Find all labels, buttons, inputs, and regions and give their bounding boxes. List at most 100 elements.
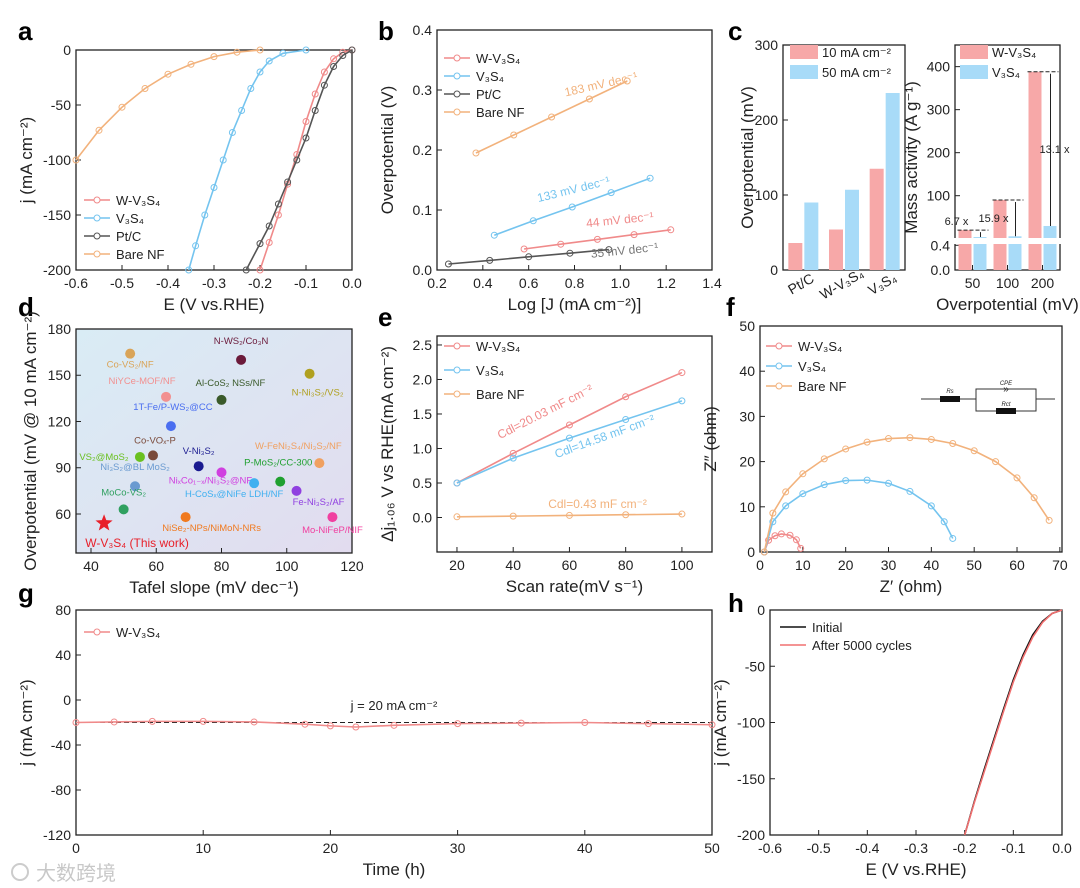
data-point <box>453 479 461 487</box>
y-tick-label: -200 <box>43 262 71 278</box>
data-point <box>622 416 630 424</box>
legend-label: W-V₃S₄ <box>476 339 520 354</box>
ratio-label: 13.1 x <box>1040 144 1070 156</box>
data-point <box>302 118 310 125</box>
panel-label-b: b <box>378 16 394 46</box>
data-point <box>302 46 310 54</box>
data-point <box>293 156 301 164</box>
bar <box>829 229 843 270</box>
data-point <box>940 518 948 526</box>
data-point <box>311 90 319 98</box>
x-tick-label: -0.5 <box>807 840 831 856</box>
cpe-label: CPE <box>1000 381 1013 387</box>
plot-frame <box>436 335 713 553</box>
bar <box>958 230 972 270</box>
x-axis-label: E (V vs.RHE) <box>163 295 264 314</box>
x-tick-label: 20 <box>838 557 854 573</box>
x-tick-label: 100 <box>275 558 299 574</box>
y-axis-label: Overpotential (mV @ 10 mA cm⁻²) <box>21 311 40 571</box>
scatter-point <box>327 512 338 523</box>
data-point <box>352 723 360 731</box>
data-point <box>646 174 654 182</box>
panel-label-h: h <box>728 588 744 618</box>
data-point <box>842 477 850 485</box>
data-point <box>141 85 149 92</box>
chart-h: -200 -150 -100 -50 0 -0.6 -0.5 -0.4 -0.3 -0.2 -0.1… <box>711 602 1072 879</box>
data-point <box>302 134 310 142</box>
x-axis-label: E (V vs.RHE) <box>865 860 966 879</box>
annotation: 44 mV dec⁻¹ <box>586 209 655 230</box>
data-point <box>520 245 528 253</box>
data-point <box>565 434 573 442</box>
y-tick-label: -200 <box>737 827 765 843</box>
y-tick-label: 0 <box>747 544 755 560</box>
series-line <box>523 229 671 250</box>
legend-marker <box>453 390 461 398</box>
panel-label-c: c <box>728 16 742 46</box>
legend-label: W-V₃S₄ <box>116 625 160 640</box>
data-point <box>265 222 273 230</box>
data-point <box>185 266 193 274</box>
axis-break <box>949 238 1066 244</box>
x-tick-label: 1.2 <box>656 275 676 291</box>
legend-marker <box>453 342 461 350</box>
data-point <box>568 203 576 211</box>
bar <box>788 243 803 270</box>
y-axis-label: Δj₁.₀₆ V vs RHE(mA cm⁻²) <box>378 346 397 542</box>
data-point <box>330 63 338 70</box>
legend-marker <box>775 362 783 370</box>
data-point <box>110 718 118 726</box>
data-point <box>622 511 630 519</box>
data-point <box>233 48 241 56</box>
scatter-point <box>125 348 136 359</box>
x-category-label: 200 <box>1031 275 1055 291</box>
x-category-label: V₃S₄ <box>865 269 899 298</box>
bar <box>885 93 900 270</box>
x-tick-label: -0.5 <box>110 275 134 291</box>
rct-label: Rct <box>1002 402 1011 408</box>
x-axis-label: Z′ (ohm) <box>880 577 943 596</box>
legend-marker <box>453 366 461 374</box>
scatter-point <box>216 394 227 405</box>
point-label: NiYCe-MOF/NF <box>109 376 176 387</box>
point-label: Co-VOₓ-P <box>134 435 176 446</box>
y-tick-label: -100 <box>43 152 71 168</box>
data-point <box>799 470 807 478</box>
y-axis-label: j (mA cm⁻²) <box>711 679 730 766</box>
data-point <box>949 534 957 542</box>
legend-label: After 5000 cycles <box>812 638 912 653</box>
data-point <box>201 211 209 219</box>
data-point <box>72 719 80 726</box>
plot-frame <box>759 325 1063 553</box>
point-label: W-V₃S₄ (This work) <box>85 536 189 550</box>
legend-label: W-V₃S₄ <box>116 193 160 208</box>
y-tick-label: -50 <box>51 97 71 113</box>
data-point <box>792 536 800 544</box>
data-point <box>630 231 638 239</box>
data-point <box>486 256 494 264</box>
legend-label: V₃S₄ <box>116 211 144 226</box>
data-point <box>509 449 517 457</box>
panel-label-a: a <box>18 16 33 46</box>
y-tick-label: 120 <box>48 413 72 429</box>
y-axis-label: Overpotential (mV) <box>738 86 757 229</box>
x-tick-label: 40 <box>83 558 99 574</box>
point-label: H-CoSₓ@NiFe LDH/NF <box>185 489 283 500</box>
data-point <box>274 211 282 219</box>
x-tick-label: 60 <box>148 558 164 574</box>
y-axis-label: Z″ (ohm) <box>701 406 720 472</box>
point-label: N-WS₂/Co₃N <box>214 336 269 347</box>
legend-label: Bare NF <box>116 247 164 262</box>
y-tick-label: 0.0 <box>413 509 433 525</box>
star-marker <box>95 514 113 531</box>
x-tick-label: 60 <box>1009 557 1025 573</box>
legend-label: Bare NF <box>798 379 846 394</box>
series-line <box>456 400 683 484</box>
x-tick-label: 1.4 <box>702 275 722 291</box>
y-tick-label: 400 <box>927 59 951 75</box>
y-tick-label: 0.0 <box>931 262 951 278</box>
series-line <box>763 533 802 553</box>
y-tick-label: 0.2 <box>413 142 433 158</box>
